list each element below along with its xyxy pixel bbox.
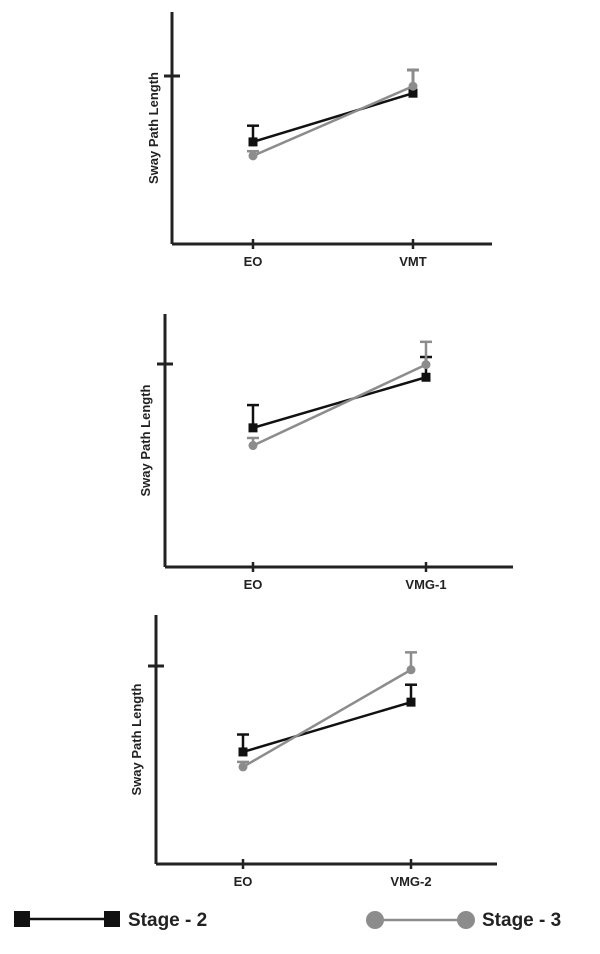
series-line-stage-2 [252,92,414,144]
data-point-stage-2 [238,747,248,757]
series-line-stage-2 [242,700,412,754]
x-tick-label: VMG-2 [390,874,431,889]
data-point-stage-3 [406,665,416,675]
data-point-stage-3 [408,81,418,91]
legend-marker-stage-3-right [457,911,475,929]
data-point-stage-2 [408,88,418,98]
legend-label-stage-2: Stage - 2 [128,910,207,931]
chart-panel-1: EO VMT Sway Path Length [146,12,492,269]
plots-group: EO VMT Sway Path Length EO VMG-1 Sway Path Le… [129,12,513,889]
chart-panel-3: EO VMG-2 Sway Path Length [129,615,497,889]
legend-marker-stage-2-right [104,911,120,927]
y-axis-label: Sway Path Length [138,384,153,496]
x-tick-label: EO [234,874,253,889]
data-point-stage-3 [421,360,431,370]
series-line-stage-3 [252,363,427,447]
y-axis-label: Sway Path Length [129,683,144,795]
legend-marker-stage-2-left [14,911,30,927]
series-line-stage-2 [252,376,427,430]
data-point-stage-3 [238,762,248,772]
x-tick-label: EO [244,254,263,269]
legend: Stage - 2 Stage - 3 [14,910,561,931]
legend-label-stage-3: Stage - 3 [482,910,561,931]
data-point-stage-2 [248,423,258,433]
chart-panel-2: EO VMG-1 Sway Path Length [138,314,513,592]
series-line-stage-3 [242,668,412,768]
data-point-stage-3 [248,151,258,161]
x-tick-label: VMT [399,254,427,269]
data-point-stage-2 [248,137,258,147]
legend-marker-stage-3-left [366,911,384,929]
data-point-stage-2 [421,372,431,382]
y-axis-label: Sway Path Length [146,72,161,184]
data-point-stage-2 [406,697,416,707]
data-point-stage-3 [248,441,258,451]
x-tick-label: VMG-1 [405,577,446,592]
series-line-stage-3 [252,85,414,157]
x-tick-label: EO [244,577,263,592]
